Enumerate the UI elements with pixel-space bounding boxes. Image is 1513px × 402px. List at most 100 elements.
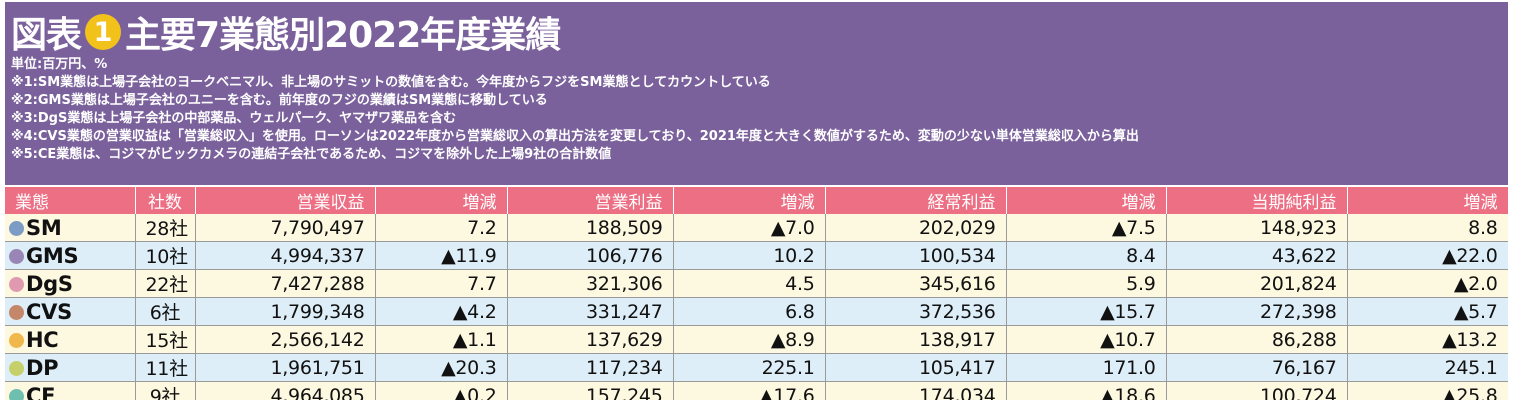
table-row: CE 9社 4,964,085 ▲0.2 157,245 ▲17.6 174,034 ▲18.… — [5, 381, 1508, 401]
note-1: ※1:SM業態は上場子会社のヨークベニマル、非上場のサミットの数値を含む。今年度… — [11, 75, 771, 90]
cell-ordinary-income-change: ▲15.7 — [1006, 297, 1167, 326]
cell-net-income-change: 8.8 — [1347, 214, 1508, 242]
cell-net-income: 86,288 — [1166, 325, 1348, 354]
results-table: 業態 社数 営業収益 増減 営業利益 増減 経常利益 増減 当期純利益 増減 S… — [5, 187, 1508, 400]
cell-revenue: 7,427,288 — [195, 269, 376, 298]
figure-header: 図表 1 主要7業態別2022年度業績 単位:百万円、% ※1:SM業態は上場子… — [5, 2, 1508, 185]
note-2: ※2:GMS業態は上場子会社のユニーを含む。前年度のフジの業績はSM業態に移動し… — [11, 93, 548, 108]
category-dot-icon — [9, 388, 24, 400]
cell-revenue-change: ▲11.9 — [375, 241, 508, 270]
cell-operating-income-change: 6.8 — [673, 297, 826, 326]
cell-ordinary-income: 372,536 — [825, 297, 1007, 326]
business-type-label: CVS — [26, 299, 72, 324]
cell-ordinary-income: 105,417 — [825, 353, 1007, 382]
cell-company-count: 10社 — [135, 241, 196, 270]
cell-operating-income: 321,306 — [507, 269, 674, 298]
cell-revenue-change: ▲20.3 — [375, 353, 508, 382]
table-row: DP 11社 1,961,751 ▲20.3 117,234 225.1 105,417 17… — [5, 353, 1508, 382]
cell-ordinary-income-change: 171.0 — [1006, 353, 1167, 382]
table-header-row: 業態 社数 営業収益 増減 営業利益 増減 経常利益 増減 当期純利益 増減 — [5, 187, 1508, 214]
business-type-label: DP — [26, 355, 59, 380]
business-type-label: SM — [26, 215, 62, 240]
header-net-income-chg: 増減 — [1347, 187, 1508, 214]
header-count: 社数 — [135, 187, 196, 214]
cell-revenue: 1,961,751 — [195, 353, 376, 382]
cell-revenue: 4,994,337 — [195, 241, 376, 270]
cell-ordinary-income-change: ▲7.5 — [1006, 214, 1167, 242]
figure-frame: 図表 1 主要7業態別2022年度業績 単位:百万円、% ※1:SM業態は上場子… — [5, 2, 1508, 400]
title-prefix: 図表 — [11, 15, 82, 56]
cell-company-count: 15社 — [135, 325, 196, 354]
cell-ordinary-income: 100,534 — [825, 241, 1007, 270]
cell-revenue-change: ▲0.2 — [375, 381, 508, 400]
cell-operating-income: 117,234 — [507, 353, 674, 382]
category-dot-icon — [9, 360, 24, 376]
header-op-income-chg: 増減 — [673, 187, 826, 214]
cell-ordinary-income: 345,616 — [825, 269, 1007, 298]
cell-revenue-change: ▲1.1 — [375, 325, 508, 354]
category-dot-icon — [9, 276, 24, 292]
cell-business-type: HC — [5, 325, 136, 354]
header-revenue-chg: 増減 — [375, 187, 508, 214]
note-5: ※5:CE業態は、コジマがビックカメラの連結子会社であるため、コジマを除外した上… — [11, 147, 612, 162]
cell-ordinary-income-change: 5.9 — [1006, 269, 1167, 298]
note-unit: 単位:百万円、% — [11, 57, 108, 72]
figure-title: 図表 1 主要7業態別2022年度業績 — [11, 10, 561, 56]
cell-net-income: 201,824 — [1166, 269, 1348, 298]
category-dot-icon — [9, 332, 24, 348]
table-body: SM 28社 7,790,497 7.2 188,509 ▲7.0 202,029 ▲7.5 1… — [5, 214, 1508, 400]
cell-business-type: DP — [5, 353, 136, 382]
cell-revenue: 4,964,085 — [195, 381, 376, 400]
cell-operating-income-change: ▲17.6 — [673, 381, 826, 400]
cell-net-income: 148,923 — [1166, 214, 1348, 242]
cell-company-count: 9社 — [135, 381, 196, 400]
cell-revenue: 2,566,142 — [195, 325, 376, 354]
cell-operating-income: 137,629 — [507, 325, 674, 354]
cell-net-income-change: 245.1 — [1347, 353, 1508, 382]
header-op-income: 営業利益 — [507, 187, 674, 214]
cell-revenue: 1,799,348 — [195, 297, 376, 326]
cell-ordinary-income: 202,029 — [825, 214, 1007, 242]
cell-net-income-change: ▲5.7 — [1347, 297, 1508, 326]
cell-business-type: DgS — [5, 269, 136, 298]
cell-revenue-change: 7.2 — [375, 214, 508, 242]
cell-operating-income-change: 225.1 — [673, 353, 826, 382]
business-type-label: HC — [26, 327, 59, 352]
cell-net-income: 76,167 — [1166, 353, 1348, 382]
cell-company-count: 22社 — [135, 269, 196, 298]
header-ord-income-chg: 増減 — [1006, 187, 1167, 214]
cell-company-count: 6社 — [135, 297, 196, 326]
cell-ordinary-income-change: 8.4 — [1006, 241, 1167, 270]
cell-net-income-change: ▲2.0 — [1347, 269, 1508, 298]
cell-revenue-change: ▲4.2 — [375, 297, 508, 326]
cell-operating-income-change: 4.5 — [673, 269, 826, 298]
header-revenue: 営業収益 — [195, 187, 376, 214]
table-row: GMS 10社 4,994,337 ▲11.9 106,776 10.2 100,534 8.… — [5, 241, 1508, 270]
cell-ordinary-income: 138,917 — [825, 325, 1007, 354]
cell-net-income-change: ▲13.2 — [1347, 325, 1508, 354]
cell-business-type: CE — [5, 381, 136, 401]
business-type-label: CE — [26, 383, 56, 401]
cell-operating-income: 331,247 — [507, 297, 674, 326]
category-dot-icon — [9, 248, 24, 264]
cell-net-income-change: ▲25.8 — [1347, 381, 1508, 400]
cell-revenue: 7,790,497 — [195, 214, 376, 242]
table-row: SM 28社 7,790,497 7.2 188,509 ▲7.0 202,029 ▲7.5 1… — [5, 214, 1508, 242]
cell-net-income: 43,622 — [1166, 241, 1348, 270]
note-4: ※4:CVS業態の営業収益は「営業総収入」を使用。ローソンは2022年度から営業… — [11, 129, 1139, 144]
cell-operating-income-change: 10.2 — [673, 241, 826, 270]
cell-operating-income: 106,776 — [507, 241, 674, 270]
header-ord-income: 経常利益 — [825, 187, 1007, 214]
cell-operating-income-change: ▲8.9 — [673, 325, 826, 354]
cell-net-income: 272,398 — [1166, 297, 1348, 326]
cell-ordinary-income-change: ▲10.7 — [1006, 325, 1167, 354]
cell-company-count: 28社 — [135, 214, 196, 242]
cell-revenue-change: 7.7 — [375, 269, 508, 298]
notes: 単位:百万円、% ※1:SM業態は上場子会社のヨークベニマル、非上場のサミットの… — [11, 56, 1501, 164]
cell-business-type: SM — [5, 214, 136, 242]
business-type-label: GMS — [26, 243, 79, 268]
category-dot-icon — [9, 220, 24, 236]
table-row: HC 15社 2,566,142 ▲1.1 137,629 ▲8.9 138,917 ▲10.… — [5, 325, 1508, 354]
header-net-income: 当期純利益 — [1166, 187, 1348, 214]
cell-operating-income: 157,245 — [507, 381, 674, 400]
